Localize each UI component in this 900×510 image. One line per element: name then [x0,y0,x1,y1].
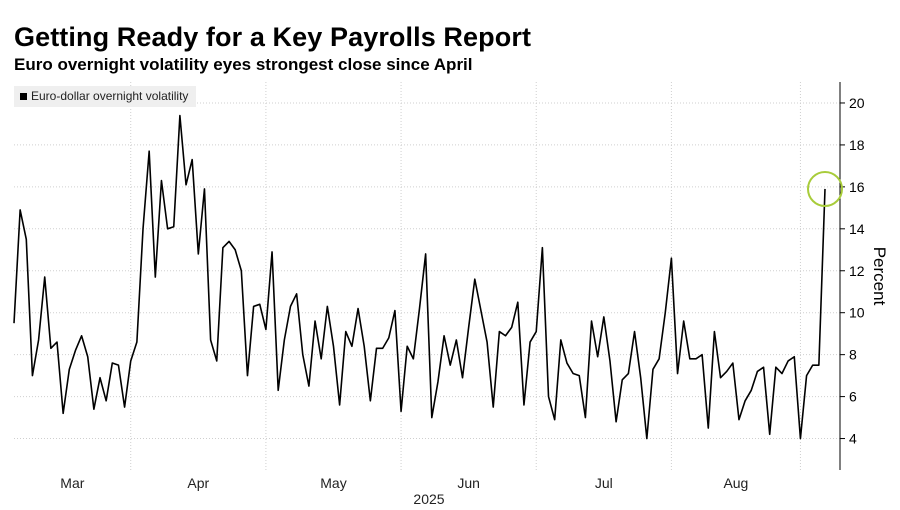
x-tick-label: May [320,475,346,491]
y-tick-label: 8 [849,347,857,363]
x-tick-label: Mar [60,475,84,491]
legend: Euro-dollar overnight volatility [14,86,197,107]
y-tick-label: 10 [849,305,865,321]
x-tick-label: Jul [595,475,613,491]
x-axis-label: 2025 [413,491,444,507]
y-tick-label: 4 [849,431,857,447]
x-tick-label: Apr [187,475,209,491]
y-tick-label: 16 [849,179,865,195]
x-tick-label: Aug [723,475,748,491]
legend-swatch [20,92,27,100]
highlight-circle [807,170,843,207]
y-tick-label: 20 [849,95,865,111]
y-tick-label: 18 [849,137,865,153]
chart-title: Getting Ready for a Key Payrolls Report [14,22,532,52]
chart-subtitle: Euro overnight volatility eyes strongest… [14,55,473,74]
legend-label: Euro-dollar overnight volatility [31,89,189,103]
y-tick-label: 12 [849,263,865,279]
y-tick-label: 14 [849,221,865,237]
y-tick-label: 6 [849,389,857,405]
y-axis-title: Percent [870,247,889,306]
x-tick-label: Jun [457,475,480,491]
series-line [13,114,826,440]
